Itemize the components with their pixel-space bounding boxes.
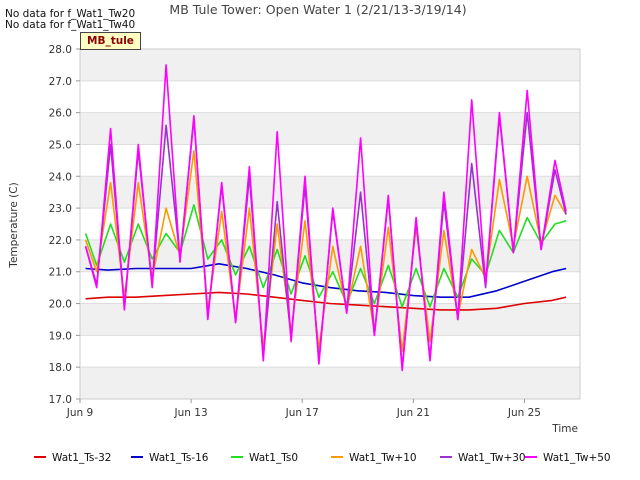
legend-label: Wat1_Ts0 [249,452,299,464]
x-tick-label: Jun 17 [285,407,319,419]
series-line-wat1-ts-32 [85,291,567,311]
y-tick-label: 23.0 [49,203,72,215]
y-tick-label: 27.0 [49,76,72,88]
y-tick-label: 25.0 [49,139,72,151]
y-tick-label: 28.0 [49,44,72,56]
legend-label: Wat1_Tw+30 [458,452,526,464]
y-tick-label: 17.0 [49,394,72,406]
y-tick-label: 20.0 [49,299,72,311]
site-tag[interactable]: MB_tule [80,32,141,50]
legend-swatch [440,456,452,458]
plot-frame [79,48,581,400]
legend-label: Wat1_Ts-16 [149,452,209,464]
legend-item[interactable]: Wat1_Ts-16 [131,452,209,464]
x-tick-label: Jun 9 [66,407,93,419]
no-data-note-1: No data for f_Wat1_Tw20 [5,8,136,20]
legend-swatch [131,456,143,458]
y-axis-label: Temperature (C) [8,182,20,268]
plot-background [80,49,580,399]
legend-item[interactable]: Wat1_Ts0 [231,452,298,464]
legend-swatch [34,456,46,458]
series-line-wat1-ts-16 [85,263,567,298]
series-layer [84,64,567,372]
legend-item[interactable]: Wat1_Tw+50 [525,452,611,464]
x-tick-label: Jun 25 [507,407,541,419]
no-data-note-2: No data for f_Wat1_Tw40 [5,19,136,31]
plot-area [80,49,580,399]
grid-band [80,367,580,399]
legend-label: Wat1_Ts-32 [52,452,112,464]
legend-item[interactable]: Wat1_Tw+10 [331,452,417,464]
y-tick-label: 24.0 [49,171,72,183]
y-axis-ticks: 17.0 18.0 19.0 20.0 21.0 22.0 23.0 24.0 25.0 26.0… [49,44,80,406]
legend-item[interactable]: Wat1_Tw+30 [440,452,526,464]
chart-title: MB Tule Tower: Open Water 1 (2/21/13-3/1… [169,2,466,17]
y-tick-label: 21.0 [49,267,72,279]
x-axis-label: Time [551,423,578,435]
grid-band [80,112,580,145]
grid-band [80,303,580,336]
y-tick-label: 18.0 [49,362,72,374]
legend-swatch [331,456,343,458]
legend-label: Wat1_Tw+50 [543,452,611,464]
legend-swatch [525,456,537,458]
x-axis-ticks: Jun 9 Jun 13 Jun 17 Jun 21 Jun 25 [66,399,541,419]
series-line-wat1-tw-50 [84,64,567,372]
y-tick-label: 19.0 [49,330,72,342]
legend: Wat1_Ts-32 Wat1_Ts-16 Wat1_Ts0 Wat1_Tw+10 Wa… [0,452,640,470]
legend-swatch [231,456,243,458]
y-tick-label: 26.0 [49,108,72,120]
x-tick-label: Jun 13 [174,407,208,419]
y-tick-label: 22.0 [49,235,72,247]
grid-band [80,49,580,81]
x-tick-label: Jun 21 [396,407,430,419]
legend-label: Wat1_Tw+10 [349,452,417,464]
legend-item[interactable]: Wat1_Ts-32 [34,452,112,464]
